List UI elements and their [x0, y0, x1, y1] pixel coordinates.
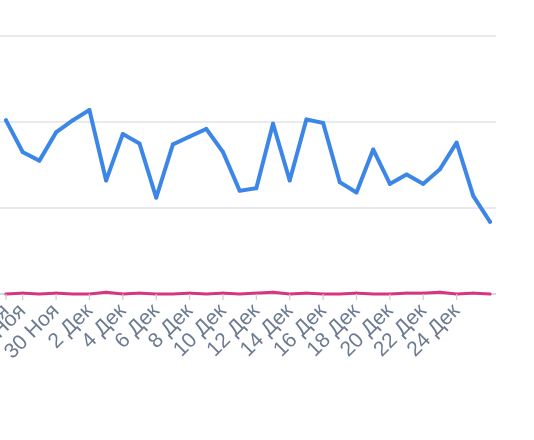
data-point-series-2[interactable] — [21, 291, 25, 295]
data-point-series-2[interactable] — [304, 291, 308, 295]
data-point-series-1[interactable] — [421, 181, 426, 186]
data-point-series-2[interactable] — [104, 290, 108, 294]
data-point-series-1[interactable] — [337, 180, 342, 185]
data-point-series-1[interactable] — [170, 142, 175, 147]
data-point-series-1[interactable] — [20, 150, 25, 155]
data-point-series-1[interactable] — [137, 141, 142, 146]
data-point-series-2[interactable] — [188, 291, 192, 295]
data-point-series-2[interactable] — [354, 291, 358, 295]
data-point-series-1[interactable] — [104, 178, 109, 183]
data-point-series-1[interactable] — [254, 186, 259, 191]
data-point-series-1[interactable] — [237, 188, 242, 193]
data-point-series-1[interactable] — [454, 140, 459, 145]
data-point-series-2[interactable] — [54, 291, 58, 295]
data-point-series-2[interactable] — [338, 292, 342, 296]
grid-layer — [0, 35, 496, 295]
data-point-series-2[interactable] — [271, 290, 275, 294]
data-point-series-1[interactable] — [437, 167, 442, 172]
data-point-series-2[interactable] — [254, 291, 258, 295]
series-layer — [4, 107, 492, 296]
data-point-series-1[interactable] — [304, 117, 309, 122]
data-point-series-2[interactable] — [471, 291, 475, 295]
series-line-1[interactable] — [4, 108, 492, 224]
data-point-series-1[interactable] — [404, 172, 409, 177]
data-point-series-2[interactable] — [405, 291, 409, 295]
data-point-series-1[interactable] — [287, 178, 292, 183]
data-point-series-2[interactable] — [71, 292, 75, 296]
data-point-series-1[interactable] — [204, 126, 209, 131]
data-point-series-1[interactable] — [488, 219, 492, 224]
data-point-series-2[interactable] — [421, 291, 425, 295]
data-point-series-2[interactable] — [138, 291, 142, 295]
data-point-series-1[interactable] — [220, 150, 225, 155]
data-point-series-2[interactable] — [204, 292, 208, 296]
data-point-series-1[interactable] — [37, 158, 42, 163]
data-point-series-1[interactable] — [4, 118, 8, 123]
data-point-series-1[interactable] — [54, 130, 59, 135]
data-point-series-2[interactable] — [238, 292, 242, 296]
data-point-series-1[interactable] — [120, 132, 125, 137]
data-point-series-1[interactable] — [187, 134, 192, 139]
series-line-2[interactable] — [4, 290, 492, 296]
data-point-series-2[interactable] — [371, 292, 375, 296]
data-point-series-2[interactable] — [171, 292, 175, 296]
data-point-series-2[interactable] — [37, 292, 41, 296]
data-point-series-2[interactable] — [488, 292, 492, 296]
data-point-series-2[interactable] — [221, 291, 225, 295]
data-point-series-1[interactable] — [154, 195, 159, 200]
data-point-series-1[interactable] — [354, 190, 359, 195]
data-point-series-1[interactable] — [87, 107, 92, 112]
data-point-series-1[interactable] — [271, 121, 276, 126]
data-point-series-1[interactable] — [321, 120, 326, 125]
data-point-series-1[interactable] — [371, 147, 376, 152]
data-point-series-1[interactable] — [70, 118, 75, 123]
data-point-series-1[interactable] — [387, 181, 392, 186]
data-point-series-1[interactable] — [471, 193, 476, 198]
data-point-series-2[interactable] — [438, 290, 442, 294]
